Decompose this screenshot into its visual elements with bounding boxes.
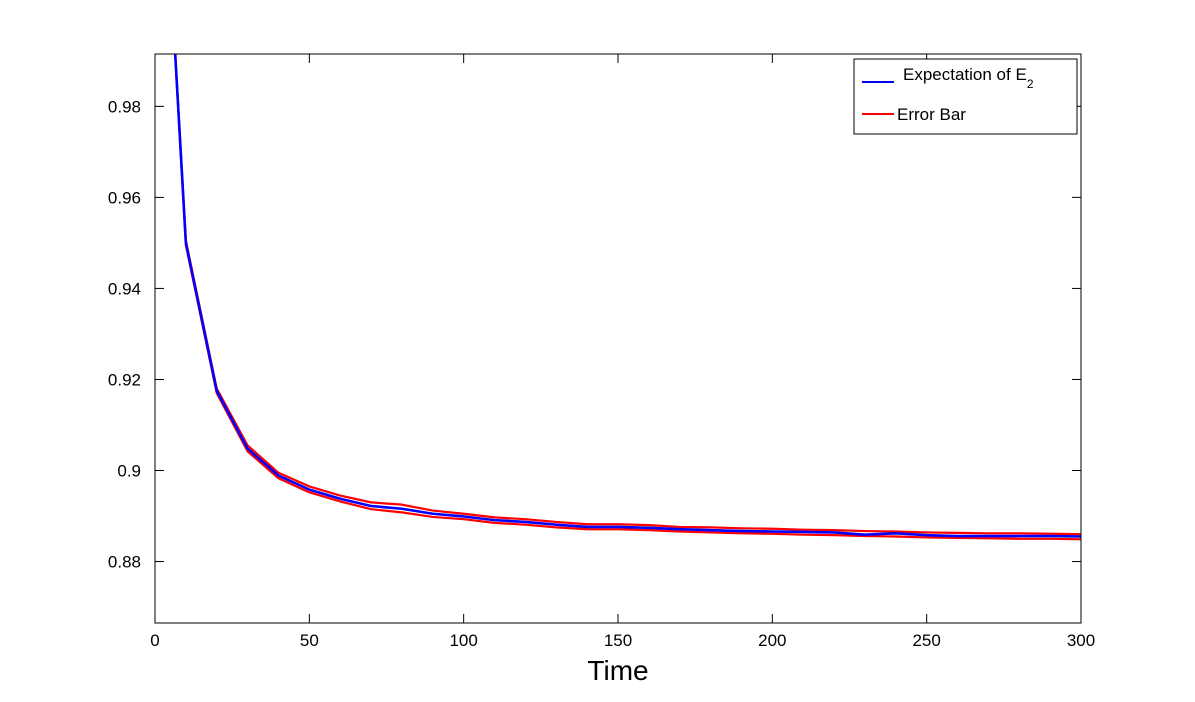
x-axis-title: Time [587, 655, 648, 686]
x-tick-label: 150 [604, 631, 632, 650]
y-tick-label: 0.98 [108, 97, 141, 116]
y-tick-label: 0.9 [117, 462, 141, 481]
y-tick-label: 0.94 [108, 279, 141, 298]
y-tick-label: 0.92 [108, 370, 141, 389]
x-tick-label: 200 [758, 631, 786, 650]
x-tick-label: 300 [1067, 631, 1095, 650]
y-tick-label: 0.88 [108, 553, 141, 572]
legend-box [853, 58, 1078, 135]
series-line-error-bar-upper [174, 54, 1081, 536]
legend-label-expectation: Expectation of E2 [903, 65, 1034, 91]
x-tick-label: 250 [912, 631, 940, 650]
x-tick-label: 100 [449, 631, 477, 650]
x-axis: 0 50 100 150 200 250 300 [150, 54, 1095, 650]
y-axis: 0.88 0.9 0.92 0.94 0.96 0.98 [108, 97, 1081, 572]
legend-label-expectation-main: Expectation of E [903, 65, 1027, 84]
series-line-error-bar-lower [174, 54, 1081, 541]
series-layer [173, 54, 1081, 541]
legend: Expectation of E2 Error Bar [853, 58, 1078, 135]
legend-label-error-bar: Error Bar [897, 105, 966, 124]
y-tick-label: 0.96 [108, 188, 141, 207]
x-tick-label: 50 [300, 631, 319, 650]
series-line-expectation [173, 54, 1081, 538]
legend-label-expectation-subscript: 2 [1027, 77, 1034, 91]
x-tick-label: 0 [150, 631, 159, 650]
